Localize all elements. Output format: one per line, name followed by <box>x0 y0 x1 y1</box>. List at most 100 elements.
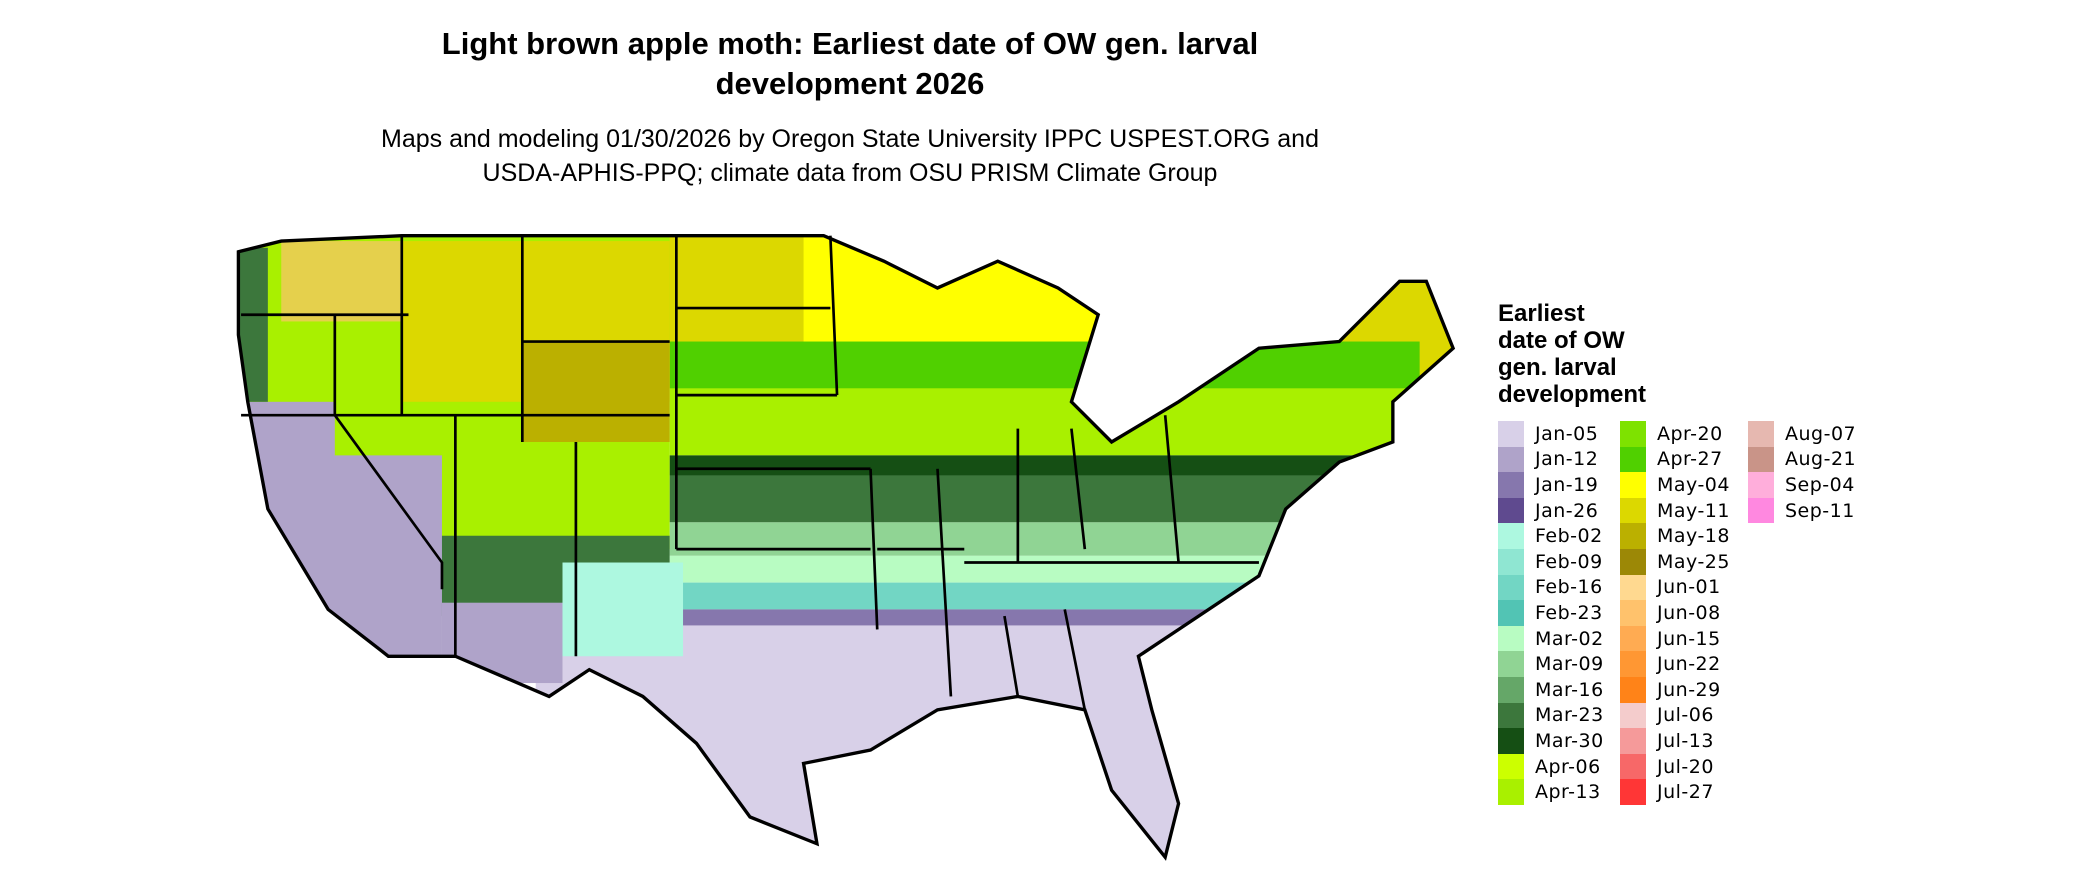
map-fill <box>238 235 1454 858</box>
legend-item: Jul-20 <box>1620 753 1714 780</box>
legend-swatch <box>1748 421 1774 447</box>
legend-item: May-04 <box>1620 472 1730 498</box>
legend-item: Apr-13 <box>1498 779 1601 805</box>
legend-swatch <box>1498 702 1524 729</box>
legend-item: May-18 <box>1620 523 1730 549</box>
legend-swatch <box>1748 472 1774 498</box>
legend-item: Jul-27 <box>1620 779 1714 805</box>
legend-swatch <box>1498 753 1524 780</box>
legend-label: Jan-05 <box>1535 422 1599 445</box>
legend-label: Feb-23 <box>1535 601 1603 624</box>
legend-label: Jul-27 <box>1657 781 1714 804</box>
legend-label: Apr-06 <box>1535 755 1601 778</box>
legend-swatch <box>1620 472 1646 498</box>
legend-label: Jun-29 <box>1657 678 1721 701</box>
legend-swatch <box>1620 677 1646 703</box>
legend-label: Mar-16 <box>1535 678 1604 701</box>
legend-swatch <box>1620 574 1646 601</box>
legend-item: Feb-02 <box>1498 523 1603 549</box>
legend-label: Mar-09 <box>1535 653 1604 676</box>
legend-swatch <box>1620 728 1646 754</box>
legend-title: Earliest date of OW gen. larval developm… <box>1498 300 1647 408</box>
legend-item: May-11 <box>1620 497 1730 524</box>
legend-label: May-18 <box>1657 525 1730 548</box>
legend-label: Jun-15 <box>1657 627 1721 650</box>
legend-label: May-11 <box>1657 499 1730 522</box>
legend-swatch <box>1498 574 1524 601</box>
legend-label: Jan-12 <box>1535 448 1599 471</box>
legend-swatch <box>1498 497 1524 524</box>
legend-item: Mar-02 <box>1498 625 1604 652</box>
legend-label: May-04 <box>1657 473 1730 496</box>
map-title: Light brown apple moth: Earliest date of… <box>441 26 1259 101</box>
legend-item: Jan-12 <box>1498 446 1599 473</box>
legend-item: Jul-13 <box>1620 728 1714 754</box>
map-subtitle: Maps and modeling 01/30/2026 by Oregon S… <box>381 125 1319 187</box>
legend-label: Feb-02 <box>1535 525 1603 548</box>
legend-swatch <box>1620 651 1646 677</box>
legend-swatch <box>1748 497 1774 524</box>
legend-label: Feb-09 <box>1535 550 1603 573</box>
legend-swatch <box>1498 779 1524 805</box>
legend-swatch <box>1620 702 1646 729</box>
legend-item: Mar-09 <box>1498 651 1604 677</box>
legend-swatch <box>1620 446 1646 473</box>
legend-label: Jan-26 <box>1535 499 1599 522</box>
legend-label: Mar-30 <box>1535 729 1604 752</box>
legend-item: Mar-23 <box>1498 702 1604 729</box>
legend-label: Jun-22 <box>1657 653 1721 676</box>
legend-swatch <box>1620 600 1646 626</box>
legend-swatch <box>1498 549 1524 575</box>
legend-label: Apr-20 <box>1657 422 1723 445</box>
legend-label: Jun-08 <box>1657 601 1721 624</box>
legend-label: May-25 <box>1657 550 1730 573</box>
legend-label: Jul-06 <box>1657 704 1714 727</box>
state-boundaries <box>241 235 1259 711</box>
legend-item: Mar-16 <box>1498 677 1604 703</box>
legend-item: Aug-07 <box>1748 421 1856 447</box>
legend-item: Jan-26 <box>1498 497 1599 524</box>
legend-swatch <box>1498 523 1524 549</box>
legend-item: Apr-20 <box>1620 421 1723 447</box>
legend-swatch <box>1620 523 1646 549</box>
legend-label: Jan-19 <box>1535 473 1599 496</box>
legend-item: Jun-01 <box>1620 574 1721 601</box>
legend-swatch <box>1498 472 1524 498</box>
legend-swatch <box>1620 497 1646 524</box>
legend-item: Jun-08 <box>1620 600 1721 626</box>
legend-swatch <box>1748 446 1774 473</box>
legend-item: Jan-05 <box>1498 421 1598 447</box>
legend-swatch <box>1620 549 1646 575</box>
legend-swatch <box>1498 728 1524 754</box>
legend-swatch <box>1620 625 1646 652</box>
legend-item: Feb-16 <box>1498 574 1603 601</box>
legend-item: Jun-29 <box>1620 677 1721 703</box>
legend-item: Apr-06 <box>1498 753 1601 780</box>
legend-swatch <box>1498 446 1524 473</box>
legend-label: Mar-23 <box>1535 704 1604 727</box>
legend-item: Feb-09 <box>1498 549 1603 575</box>
legend-item: Sep-04 <box>1748 472 1855 498</box>
legend-item: Aug-21 <box>1748 446 1857 473</box>
legend-swatch <box>1498 600 1524 626</box>
legend-swatch <box>1498 625 1524 652</box>
legend-label: Sep-11 <box>1785 499 1855 522</box>
legend-swatch <box>1498 677 1524 703</box>
legend-item: Jun-15 <box>1620 625 1721 652</box>
legend-swatch <box>1498 421 1524 447</box>
legend-item: Feb-23 <box>1498 600 1603 626</box>
legend-item: Apr-27 <box>1620 446 1723 473</box>
legend-label: Apr-13 <box>1535 781 1601 804</box>
legend-item: May-25 <box>1620 549 1730 575</box>
legend-swatch <box>1498 651 1524 677</box>
legend-swatch <box>1620 779 1646 805</box>
legend-label: Jun-01 <box>1657 576 1721 599</box>
legend-label: Jul-20 <box>1657 755 1714 778</box>
legend-label: Aug-07 <box>1785 422 1857 445</box>
legend-item: Mar-30 <box>1498 728 1604 754</box>
legend-label: Aug-21 <box>1785 448 1857 471</box>
legend-item: Jun-22 <box>1620 651 1721 677</box>
legend-label: Mar-02 <box>1535 627 1604 650</box>
legend-label: Sep-04 <box>1785 473 1855 496</box>
